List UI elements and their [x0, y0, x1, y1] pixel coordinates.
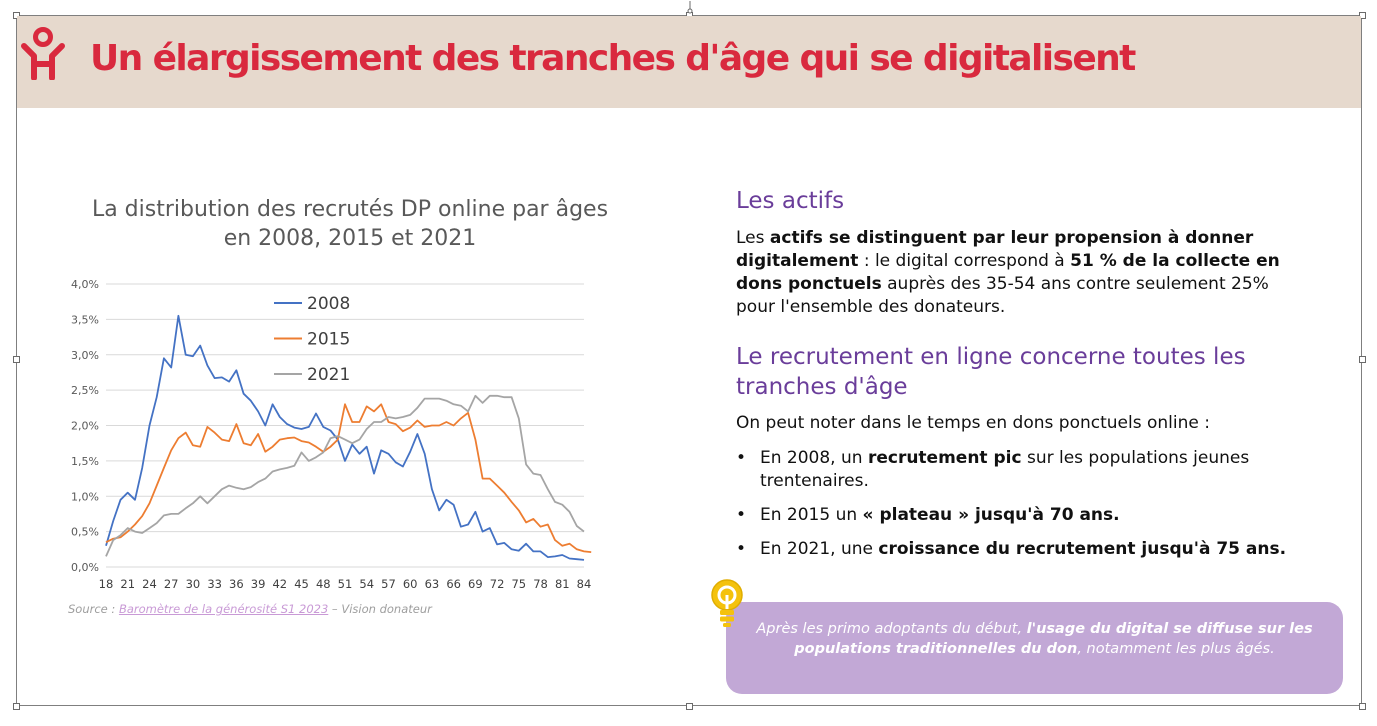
y-tick-label: 4,0%: [71, 278, 99, 291]
x-tick-label: 33: [207, 577, 222, 591]
y-tick-label: 0,5%: [71, 526, 99, 539]
actifs-text-3: : le digital correspond à: [858, 251, 1071, 271]
source-link[interactable]: Baromètre de la générosité S1 2023: [118, 602, 329, 616]
legend-label-2015: 2015: [307, 330, 350, 350]
chart-title-line-2: en 2008, 2015 et 2021: [223, 226, 477, 251]
x-tick-label: 75: [511, 577, 526, 591]
resize-handle-bottom-center[interactable]: [686, 703, 693, 710]
source-suffix: – Vision donateur: [328, 602, 432, 616]
bullet-item-2021: En 2021, une croissance du recrutement j…: [736, 538, 1336, 561]
person-heart-icon: [21, 27, 65, 80]
rotate-handle[interactable]: [683, 0, 697, 14]
resize-handle-bottom-left[interactable]: [13, 703, 20, 710]
y-tick-label: 3,5%: [71, 313, 99, 326]
x-tick-label: 36: [229, 577, 244, 591]
legend-label-2021: 2021: [307, 365, 350, 385]
bullet-2008-text-2: recrutement pic: [867, 448, 1022, 468]
bullet-item-2015: En 2015 un « plateau » jusqu'à 70 ans.: [736, 504, 1336, 527]
resize-handle-middle-right[interactable]: [1359, 356, 1366, 363]
actifs-paragraph: Les actifs se distinguent par leur prope…: [736, 227, 1296, 319]
x-tick-label: 27: [164, 577, 179, 591]
chart-title: La distribution des recrutés DP online p…: [40, 195, 660, 253]
series-line-2008: [105, 314, 585, 561]
bullet-2021-text-1: En 2021, une: [760, 539, 879, 559]
x-tick-label: 66: [446, 577, 461, 591]
x-tick-label: 72: [490, 577, 505, 591]
bullet-2008-text-1: En 2008, un: [760, 448, 868, 468]
actifs-text-1: Les: [736, 228, 770, 248]
callout-text-3: , notamment les plus âgés.: [1077, 640, 1275, 657]
age-distribution-line-chart: 0,0% 0,5% 1,0% 1,5% 2,0% 2,5% 3,0% 3,5% 4,0% 18 21…: [71, 278, 592, 591]
series-line-2021: [105, 394, 585, 557]
bullet-item-2008: En 2008, un recrutement pic sur les popu…: [736, 447, 1336, 493]
x-tick-label: 48: [316, 577, 331, 591]
legend-label-2008: 2008: [307, 294, 350, 314]
x-tick-label: 54: [359, 577, 374, 591]
bullet-2015-text-2: « plateau » jusqu'à 70 ans.: [862, 505, 1120, 525]
x-tick-label: 18: [99, 577, 114, 591]
resize-handle-top-left[interactable]: [13, 12, 20, 19]
x-tick-label: 30: [186, 577, 201, 591]
x-tick-label: 51: [338, 577, 353, 591]
bullet-2021-text-2: croissance du recrutement jusqu'à 75 ans…: [878, 539, 1287, 559]
bullet-2015-text-1: En 2015 un: [760, 505, 863, 525]
y-tick-label: 2,0%: [71, 420, 99, 433]
x-tick-label: 45: [294, 577, 309, 591]
actifs-text-4: 51 % de la collecte en dons ponctuels: [736, 251, 1280, 294]
callout-text-2: l'usage du digital se diffuse sur les po…: [794, 621, 1313, 657]
y-tick-label: 3,0%: [71, 349, 99, 362]
header-band: [17, 16, 1361, 108]
y-tick-label: 0,0%: [71, 561, 99, 574]
callout-text-1: Après les primo adoptants du début,: [756, 621, 1027, 637]
x-tick-label: 63: [425, 577, 440, 591]
source-note: Source : Baromètre de la générosité S1 2…: [68, 602, 432, 616]
x-tick-label: 60: [403, 577, 418, 591]
resize-handle-bottom-right[interactable]: [1359, 703, 1366, 710]
x-tick-label: 21: [120, 577, 135, 591]
source-prefix: Source :: [68, 602, 119, 616]
x-tick-label: 78: [533, 577, 548, 591]
section-heading-recrutement: Le recrutement en ligne concerne toutes …: [736, 344, 1246, 400]
chart-title-line-1: La distribution des recrutés DP online p…: [91, 197, 609, 222]
series-line-2015: [105, 403, 592, 553]
recrutement-intro: On peut noter dans le temps en dons ponc…: [736, 413, 1210, 433]
x-tick-label: 84: [577, 577, 592, 591]
resize-handle-middle-left[interactable]: [13, 356, 20, 363]
recrutement-bullet-list: En 2008, un recrutement pic sur les popu…: [736, 447, 1336, 572]
x-tick-label: 42: [272, 577, 287, 591]
x-tick-label: 69: [468, 577, 483, 591]
x-tick-label: 57: [381, 577, 396, 591]
x-tick-label: 24: [142, 577, 157, 591]
page-title: Un élargissement des tranches d'âge qui …: [90, 38, 1136, 79]
y-tick-label: 1,0%: [71, 490, 99, 503]
actifs-text-5: auprès des 35-54 ans contre seulement 25…: [736, 274, 1269, 317]
y-tick-label: 1,5%: [71, 455, 99, 468]
resize-handle-top-right[interactable]: [1359, 12, 1366, 19]
lightbulb-icon: [711, 579, 743, 627]
y-tick-label: 2,5%: [71, 384, 99, 397]
x-tick-label: 81: [555, 577, 570, 591]
callout-box: Après les primo adoptants du début, l'us…: [726, 602, 1343, 694]
x-tick-label: 39: [251, 577, 266, 591]
bullet-2008-text-3: sur les populations jeunes trentenaires.: [760, 448, 1250, 491]
section-heading-actifs: Les actifs: [736, 188, 845, 214]
actifs-text-2: actifs se distinguent par leur propensio…: [736, 228, 1254, 271]
